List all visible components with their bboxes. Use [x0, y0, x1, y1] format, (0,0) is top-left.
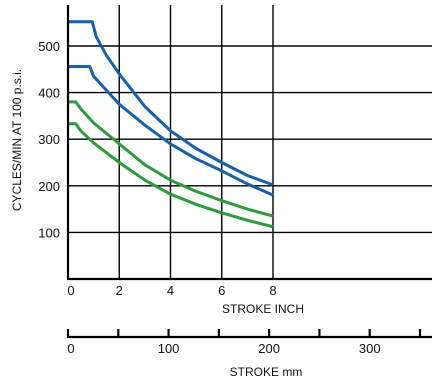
series-line-1 [68, 65, 274, 197]
y-axis-title: CYCLES/MIN AT 100 p.s.i. [10, 69, 24, 211]
secondary-tick-label-100: 100 [158, 341, 180, 356]
series-line-0 [68, 20, 274, 187]
y-tick-label-200: 200 [38, 179, 60, 194]
x-tick-label-6: 6 [218, 283, 225, 298]
x-tick-label-2: 2 [116, 283, 123, 298]
x-axis-title: STROKE INCH [222, 302, 304, 316]
y-tick-label-400: 400 [38, 86, 60, 101]
secondary-tick-label-200: 200 [258, 341, 280, 356]
x-tick-label-0: 0 [67, 283, 74, 298]
x-tick-label-8: 8 [269, 283, 276, 298]
x-tick-label-4: 4 [167, 283, 174, 298]
secondary-tick-label-300: 300 [359, 341, 381, 356]
series-line-3 [68, 122, 274, 229]
grid-layer [67, 5, 432, 279]
y-tick-label-500: 500 [38, 39, 60, 54]
secondary-x-axis-title: STROKE mm [230, 365, 303, 379]
tick-label-layer: 100 200 300 400 500 0 2 4 6 8 0 100 200 300 [38, 39, 380, 356]
y-tick-label-300: 300 [38, 132, 60, 147]
axis-layer [66, 5, 432, 339]
series-layer [68, 20, 274, 229]
series-line-2 [68, 100, 274, 218]
y-tick-label-100: 100 [38, 225, 60, 240]
secondary-tick-label-0: 0 [67, 341, 74, 356]
